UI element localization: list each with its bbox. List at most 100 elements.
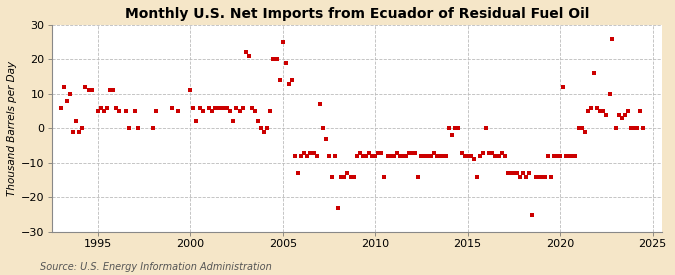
Point <box>453 126 464 131</box>
Point <box>108 88 119 93</box>
Point <box>321 136 331 141</box>
Point <box>244 54 254 58</box>
Point <box>626 126 637 131</box>
Point <box>71 119 82 124</box>
Point <box>281 60 292 65</box>
Point <box>429 150 439 155</box>
Point <box>68 130 78 134</box>
Point <box>360 154 371 158</box>
Point <box>315 102 325 106</box>
Point <box>620 112 630 117</box>
Point <box>545 174 556 179</box>
Point <box>634 109 645 113</box>
Point <box>96 106 107 110</box>
Point <box>207 109 217 113</box>
Point <box>357 154 368 158</box>
Point <box>518 171 529 175</box>
Point <box>271 57 282 62</box>
Point <box>382 154 393 158</box>
Point <box>148 126 159 131</box>
Point <box>77 126 88 131</box>
Point <box>462 154 473 158</box>
Point <box>252 119 263 124</box>
Point <box>542 154 553 158</box>
Point <box>592 106 603 110</box>
Point <box>549 154 560 158</box>
Point <box>555 154 566 158</box>
Point <box>274 78 285 82</box>
Y-axis label: Thousand Barrels per Day: Thousand Barrels per Day <box>7 61 17 196</box>
Point <box>256 126 267 131</box>
Point <box>475 154 485 158</box>
Point <box>194 106 205 110</box>
Point <box>216 106 227 110</box>
Point <box>468 157 479 162</box>
Point <box>583 109 593 113</box>
Point <box>379 174 390 179</box>
Point <box>514 174 525 179</box>
Point <box>166 106 177 110</box>
Point <box>638 126 649 131</box>
Point <box>188 106 199 110</box>
Point <box>539 174 550 179</box>
Title: Monthly U.S. Net Imports from Ecuador of Residual Fuel Oil: Monthly U.S. Net Imports from Ecuador of… <box>124 7 589 21</box>
Point <box>493 154 504 158</box>
Point <box>447 133 458 138</box>
Point <box>407 150 418 155</box>
Point <box>59 85 70 89</box>
Point <box>225 109 236 113</box>
Point <box>132 126 143 131</box>
Point <box>431 154 442 158</box>
Point <box>259 130 269 134</box>
Point <box>570 154 581 158</box>
Point <box>586 106 597 110</box>
Point <box>222 106 233 110</box>
Point <box>437 154 448 158</box>
Point <box>561 154 572 158</box>
Point <box>579 130 590 134</box>
Point <box>487 150 497 155</box>
Point <box>527 212 538 217</box>
Point <box>496 150 507 155</box>
Point <box>333 205 344 210</box>
Point <box>459 154 470 158</box>
Point <box>114 109 125 113</box>
Point <box>466 154 477 158</box>
Point <box>551 154 562 158</box>
Point <box>419 154 430 158</box>
Point <box>299 150 310 155</box>
Point <box>512 171 522 175</box>
Point <box>323 154 334 158</box>
Point <box>589 71 599 75</box>
Point <box>130 109 140 113</box>
Point <box>500 154 510 158</box>
Point <box>435 154 446 158</box>
Point <box>410 150 421 155</box>
Point <box>628 126 639 131</box>
Point <box>65 92 76 96</box>
Point <box>376 150 387 155</box>
Point <box>83 88 94 93</box>
Point <box>564 154 575 158</box>
Point <box>111 106 122 110</box>
Point <box>443 126 454 131</box>
Point <box>425 154 436 158</box>
Point <box>55 106 66 110</box>
Point <box>413 174 424 179</box>
Point <box>472 174 483 179</box>
Point <box>80 85 91 89</box>
Point <box>398 154 408 158</box>
Point <box>576 126 587 131</box>
Point <box>632 126 643 131</box>
Point <box>191 119 202 124</box>
Point <box>277 40 288 44</box>
Point <box>228 119 239 124</box>
Point <box>484 150 495 155</box>
Point <box>345 174 356 179</box>
Point <box>506 171 516 175</box>
Point <box>185 88 196 93</box>
Point <box>262 126 273 131</box>
Text: Source: U.S. Energy Information Administration: Source: U.S. Energy Information Administ… <box>40 262 272 272</box>
Point <box>385 154 396 158</box>
Point <box>370 154 381 158</box>
